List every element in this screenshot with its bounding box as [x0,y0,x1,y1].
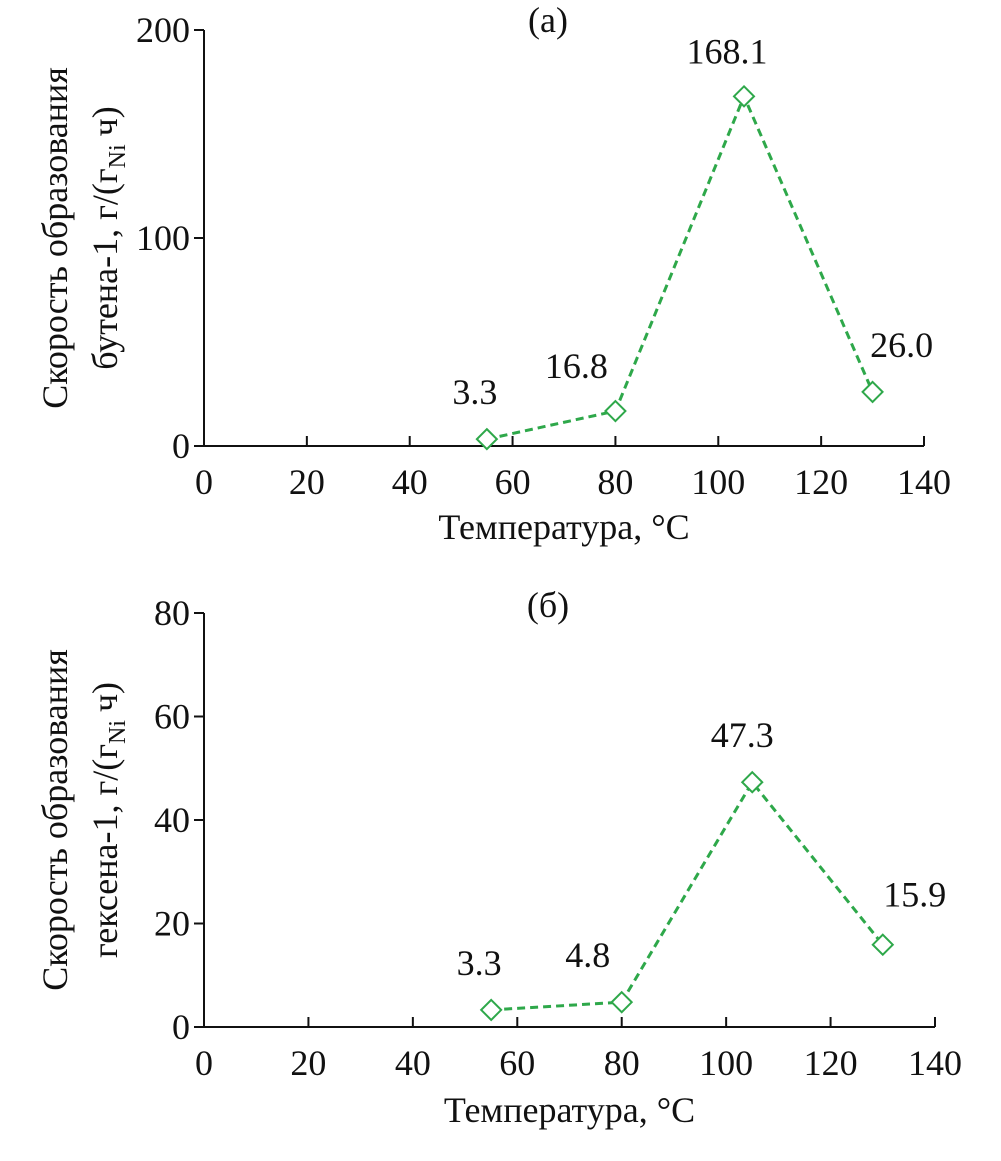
x-tick-label: 0 [195,1043,213,1083]
y-axis-label: Скорость образования [35,649,75,991]
x-tick-label: 120 [804,1043,858,1083]
y-tick-label: 80 [154,593,190,633]
y-axis-label-sub: Ni [105,144,131,168]
marker [479,998,503,1022]
x-tick-label: 60 [495,462,531,502]
data-label: 4.8 [565,935,610,975]
data-label: 15.9 [883,875,946,915]
y-tick-label: 0 [172,426,190,466]
marker [604,399,627,423]
x-tick-label: 0 [195,462,213,502]
data-label: 16.8 [545,346,608,386]
x-tick-label: 40 [392,462,428,502]
marker [871,933,895,957]
x-axis-label: Температура, °C [444,1090,695,1130]
chart-title: (б) [527,585,569,625]
chart-title: (a) [528,0,568,40]
y-axis-label-part: ч) [85,106,125,136]
data-label: 168.1 [687,31,768,71]
series-line [486,92,874,441]
y-tick-label: 200 [136,10,190,50]
y-axis-label-part: бутена-1, г/(г [85,168,125,369]
x-tick-label: 20 [290,1043,326,1083]
x-tick-label: 100 [691,462,745,502]
x-tick-label: 140 [897,462,951,502]
data-label: 3.3 [457,943,502,983]
y-tick-label: 0 [172,1007,190,1047]
marker [861,380,884,404]
y-axis-label: гексена-1, г/(гNi ч) [85,682,131,958]
data-label: 47.3 [711,715,774,755]
x-tick-label: 120 [794,462,848,502]
data-label: 3.3 [452,372,497,412]
series-line [491,779,884,1012]
x-tick-label: 60 [499,1043,535,1083]
x-tick-label: 40 [395,1043,431,1083]
y-tick-label: 20 [154,904,190,944]
x-axis-label: Температура, °C [438,507,689,547]
y-axis-label-sub: Ni [105,720,131,744]
marker [732,84,756,108]
x-tick-label: 20 [289,462,325,502]
marker [475,427,499,451]
y-axis-label-part: ч) [85,682,125,712]
data-label: 26.0 [870,325,933,365]
marker [610,990,634,1014]
y-tick-label: 40 [154,800,190,840]
y-axis-label-part: гексена-1, г/(г [85,744,125,958]
x-tick-label: 80 [597,462,633,502]
y-axis-label: бутена-1, г/(гNi ч) [85,106,131,370]
x-tick-label: 140 [908,1043,962,1083]
x-tick-label: 80 [604,1043,640,1083]
y-tick-label: 100 [136,218,190,258]
y-tick-label: 60 [154,697,190,737]
y-axis-label: Скорость образования [35,67,75,409]
marker [740,770,764,794]
x-tick-label: 100 [699,1043,753,1083]
